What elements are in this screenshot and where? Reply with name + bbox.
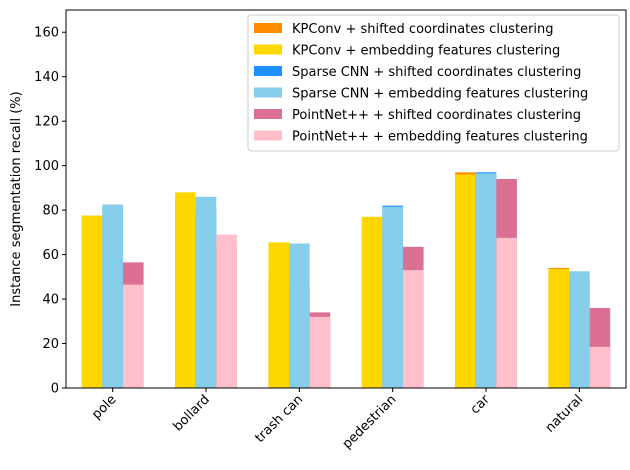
legend-entry: PointNet++ + shifted coordinates cluster… bbox=[292, 108, 581, 123]
bar-natural-series-5 bbox=[589, 346, 611, 388]
y-tick-label: 100 bbox=[34, 159, 59, 174]
bar-trash-can-series-1 bbox=[268, 242, 290, 388]
x-tick-label: pole bbox=[89, 392, 119, 422]
x-tick-label: pedestrian bbox=[340, 392, 400, 452]
y-tick-label: 40 bbox=[42, 293, 59, 308]
legend-entry: KPConv + embedding features clustering bbox=[292, 44, 560, 59]
legend-entry: Sparse CNN + embedding features clusteri… bbox=[292, 87, 588, 102]
bar-pedestrian-series-1 bbox=[361, 216, 383, 388]
legend-swatch bbox=[254, 66, 282, 76]
bar-bollard-series-3 bbox=[195, 196, 217, 388]
legend-swatch bbox=[254, 23, 282, 33]
y-tick-label: 80 bbox=[42, 204, 59, 219]
y-tick-label: 160 bbox=[34, 26, 59, 41]
legend-swatch bbox=[254, 130, 282, 141]
x-tick-label: trash can bbox=[252, 392, 306, 446]
bar-car-series-1 bbox=[455, 174, 476, 388]
plot-frame bbox=[65, 9, 627, 389]
y-axis: 0 20 40 60 80 100 120 140 160 bbox=[34, 26, 66, 397]
bar-natural-series-3 bbox=[569, 271, 590, 388]
legend-swatch bbox=[254, 44, 282, 55]
legend-frame bbox=[247, 14, 620, 152]
legend: KPConv + shifted coordinates clustering K… bbox=[247, 14, 620, 152]
bar-car-series-5 bbox=[496, 237, 517, 388]
bar-pole-series-3 bbox=[102, 204, 123, 388]
bar-pole-series-5 bbox=[122, 284, 144, 388]
bar-pedestrian-series-3 bbox=[382, 206, 403, 388]
legend-entry: KPConv + shifted coordinates clustering bbox=[292, 22, 554, 37]
y-axis-label: Instance segmentation recall (%) bbox=[9, 91, 24, 306]
bars-layer bbox=[81, 172, 611, 388]
bar-trash-can-series-5 bbox=[309, 316, 331, 388]
legend-swatch bbox=[254, 87, 282, 98]
legend-entry: PointNet++ + embedding features clusteri… bbox=[292, 130, 588, 145]
bar-bollard-series-5 bbox=[216, 234, 237, 388]
y-tick-label: 0 bbox=[51, 382, 59, 397]
bar-car-series-3 bbox=[475, 173, 497, 388]
x-tick-label: natural bbox=[543, 392, 586, 435]
y-tick-label: 20 bbox=[42, 337, 59, 352]
bar-pole-series-1 bbox=[81, 215, 103, 388]
bar-pedestrian-series-5 bbox=[402, 270, 424, 388]
bar-trash-can-series-3 bbox=[289, 243, 310, 388]
y-tick-label: 140 bbox=[34, 70, 59, 85]
bar-bollard-series-1 bbox=[175, 192, 196, 388]
bar-natural-series-1 bbox=[548, 269, 570, 388]
x-tick-label: bollard bbox=[171, 392, 213, 434]
y-tick-label: 60 bbox=[42, 248, 59, 263]
legend-swatch bbox=[254, 109, 282, 119]
x-tick-label: car bbox=[468, 392, 494, 418]
y-tick-label: 120 bbox=[34, 115, 59, 130]
legend-entry: Sparse CNN + shifted coordinates cluster… bbox=[292, 65, 581, 80]
x-axis: pole bollard trash can pedestrian car natural bbox=[89, 388, 586, 452]
